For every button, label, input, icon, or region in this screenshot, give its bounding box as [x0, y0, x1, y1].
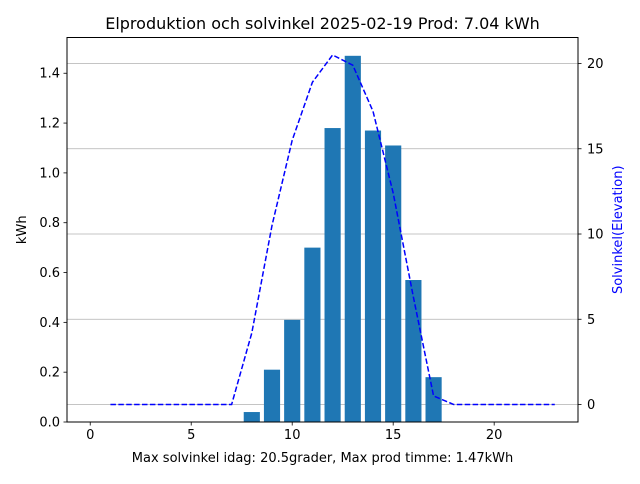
bar [284, 319, 301, 422]
y2-tick-label: 15 [587, 142, 604, 157]
x-axis-ticks: 0 5 10 15 20 [86, 422, 502, 443]
line-layer [110, 54, 555, 406]
y-axis-ticks: 0.0 0.2 0.4 0.6 0.8 1.0 1.2 1.4 [39, 67, 67, 431]
bar-layer [243, 55, 442, 423]
y2-axis-ticks: 0 5 10 15 20 [578, 57, 604, 413]
x-tick-label: 5 [187, 428, 195, 443]
y2-tick-label: 0 [587, 398, 595, 413]
chart-title: Elproduktion och solvinkel 2025-02-19 Pr… [105, 14, 540, 33]
y2-tick-label: 10 [587, 228, 604, 243]
elevation-line [110, 54, 555, 406]
x-tick-label: 0 [86, 428, 94, 443]
bar [385, 145, 402, 422]
y-tick-label: 0.0 [39, 416, 60, 431]
bar [344, 55, 361, 423]
bar [304, 247, 321, 422]
y-axis-label: kWh [15, 215, 30, 244]
y-tick-label: 0.6 [39, 266, 60, 281]
plot-frame [66, 37, 579, 423]
bar [364, 130, 382, 422]
y-tick-label: 1.4 [39, 67, 60, 82]
bar [405, 280, 422, 422]
x-axis-label: Max solvinkel idag: 20.5grader, Max prod… [132, 451, 513, 466]
y2-axis-label: Solvinkel(Elevation) [611, 165, 626, 294]
y-tick-label: 1.2 [39, 117, 60, 132]
x-tick-label: 10 [284, 428, 301, 443]
bar [263, 369, 281, 422]
y-tick-label: 0.4 [39, 316, 60, 331]
x-tick-label: 20 [486, 428, 503, 443]
bar [425, 377, 442, 422]
y2-tick-label: 5 [587, 313, 595, 328]
x-tick-label: 15 [385, 428, 402, 443]
y2-tick-label: 20 [587, 57, 604, 72]
y-tick-label: 0.8 [39, 216, 60, 231]
bar [324, 128, 341, 422]
y-tick-label: 1.0 [39, 166, 60, 181]
bar [243, 412, 260, 422]
y-tick-label: 0.2 [39, 366, 60, 381]
